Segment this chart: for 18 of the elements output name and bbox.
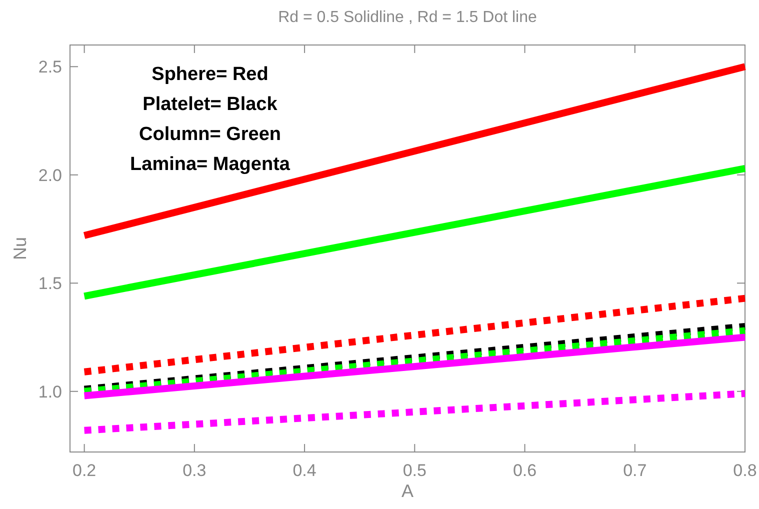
annotation: Platelet= Black	[142, 94, 278, 115]
x-tick-label: 0.6	[512, 461, 537, 480]
y-axis-title: Nu	[10, 236, 30, 260]
x-tick-label: 0.5	[402, 461, 426, 480]
annotation: Lamina= Magenta	[130, 154, 290, 175]
x-tick-label: 0.3	[182, 461, 206, 480]
annotation: Column= Green	[139, 124, 281, 145]
y-tick-label: 1.5	[38, 274, 62, 294]
x-axis-title: A	[401, 481, 414, 501]
chart-title: Rd = 0.5 Solidline , Rd = 1.5 Dot line	[278, 9, 538, 26]
y-tick-label: 2.0	[38, 166, 62, 185]
y-tick-label: 2.5	[38, 58, 62, 77]
x-tick-label: 0.2	[72, 461, 96, 480]
y-tick-label: 1.0	[38, 382, 62, 402]
x-tick-label: 0.8	[733, 461, 757, 480]
x-tick-label: 0.4	[292, 461, 316, 480]
x-tick-label: 0.7	[623, 461, 647, 480]
annotation: Sphere= Red	[152, 64, 268, 85]
